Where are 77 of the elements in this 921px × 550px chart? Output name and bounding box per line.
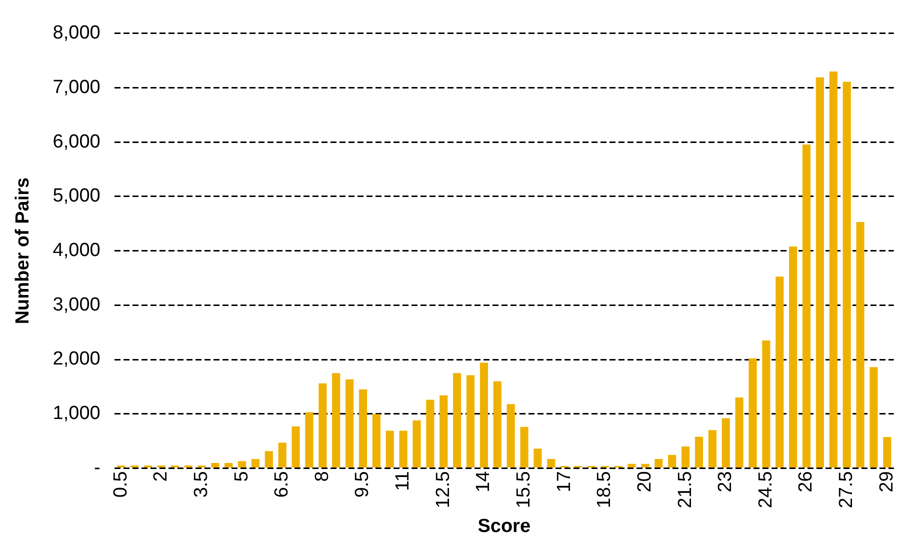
bar xyxy=(466,375,475,468)
y-tick-label: 3,000 xyxy=(52,294,100,316)
bar xyxy=(264,451,273,468)
bar xyxy=(816,77,824,468)
bar xyxy=(506,404,515,468)
bar xyxy=(278,442,286,468)
bar xyxy=(776,276,784,468)
bar xyxy=(708,430,716,468)
bar xyxy=(870,367,878,468)
y-tick-label: 1,000 xyxy=(52,403,100,424)
bar xyxy=(480,362,488,468)
bar xyxy=(358,389,368,468)
bar xyxy=(789,246,798,468)
x-tick-label: 9.5 xyxy=(352,471,374,498)
bar xyxy=(292,426,300,468)
x-tick-label: 0.5 xyxy=(110,471,132,498)
x-tick-label: 27.5 xyxy=(836,471,858,508)
bar xyxy=(224,463,233,468)
bar xyxy=(399,430,408,468)
bar xyxy=(802,144,811,468)
bar xyxy=(372,414,380,468)
x-tick-label: 21.5 xyxy=(674,471,696,508)
x-tick-label: 17 xyxy=(554,471,575,492)
bar xyxy=(318,383,327,468)
bar xyxy=(654,458,663,468)
x-tick-label: 26 xyxy=(796,471,817,492)
x-tick-label: 2 xyxy=(150,471,172,482)
x-tick-label: 11 xyxy=(392,471,414,491)
x-tick-label: 12.5 xyxy=(432,471,454,508)
bar xyxy=(426,400,434,468)
bar xyxy=(641,464,650,468)
bar xyxy=(842,82,851,468)
x-tick-label: 14 xyxy=(473,470,494,492)
bar xyxy=(412,420,421,468)
bar xyxy=(453,373,462,468)
x-tick-label: 18.5 xyxy=(594,471,616,508)
y-tick-label: - xyxy=(94,457,100,478)
x-tick-label: 23 xyxy=(715,471,736,492)
bar xyxy=(628,464,636,468)
y-tick-label: 4,000 xyxy=(52,240,100,262)
bar xyxy=(883,436,892,468)
bar xyxy=(493,381,502,468)
bar xyxy=(748,358,757,468)
bar xyxy=(211,463,220,468)
bar xyxy=(722,418,730,468)
x-tick-label: 8 xyxy=(312,471,333,482)
bar xyxy=(305,412,314,468)
x-axis-title: Score xyxy=(478,516,531,537)
bar xyxy=(829,71,838,468)
x-tick-label: 20 xyxy=(634,471,656,492)
bar xyxy=(534,448,542,468)
y-tick-label: 2,000 xyxy=(52,348,100,370)
bar xyxy=(440,395,448,468)
bar xyxy=(520,426,528,468)
y-tick-label: 7,000 xyxy=(52,76,100,98)
bar xyxy=(694,436,704,468)
bar xyxy=(238,461,246,468)
x-tick-label: 6.5 xyxy=(272,471,293,498)
bar xyxy=(386,430,394,468)
y-axis-title: Number of Pairs xyxy=(12,177,34,324)
x-tick-label: 5 xyxy=(231,471,252,482)
bar xyxy=(547,458,556,468)
bar xyxy=(856,222,864,468)
bar xyxy=(251,458,260,468)
bar xyxy=(332,373,340,468)
bar xyxy=(668,454,676,468)
y-tick-label: 6,000 xyxy=(52,131,100,152)
y-tick-label: 5,000 xyxy=(52,186,100,207)
y-tick-label: 8,000 xyxy=(52,22,100,44)
bar xyxy=(682,446,690,468)
x-tick-label: 24.5 xyxy=(755,471,776,508)
x-tick-label: 3.5 xyxy=(190,471,212,498)
bar xyxy=(735,398,744,468)
x-tick-label: 15.5 xyxy=(514,471,534,508)
bar xyxy=(762,340,770,468)
x-tick-label: 29 xyxy=(876,471,898,492)
bar xyxy=(346,379,354,468)
